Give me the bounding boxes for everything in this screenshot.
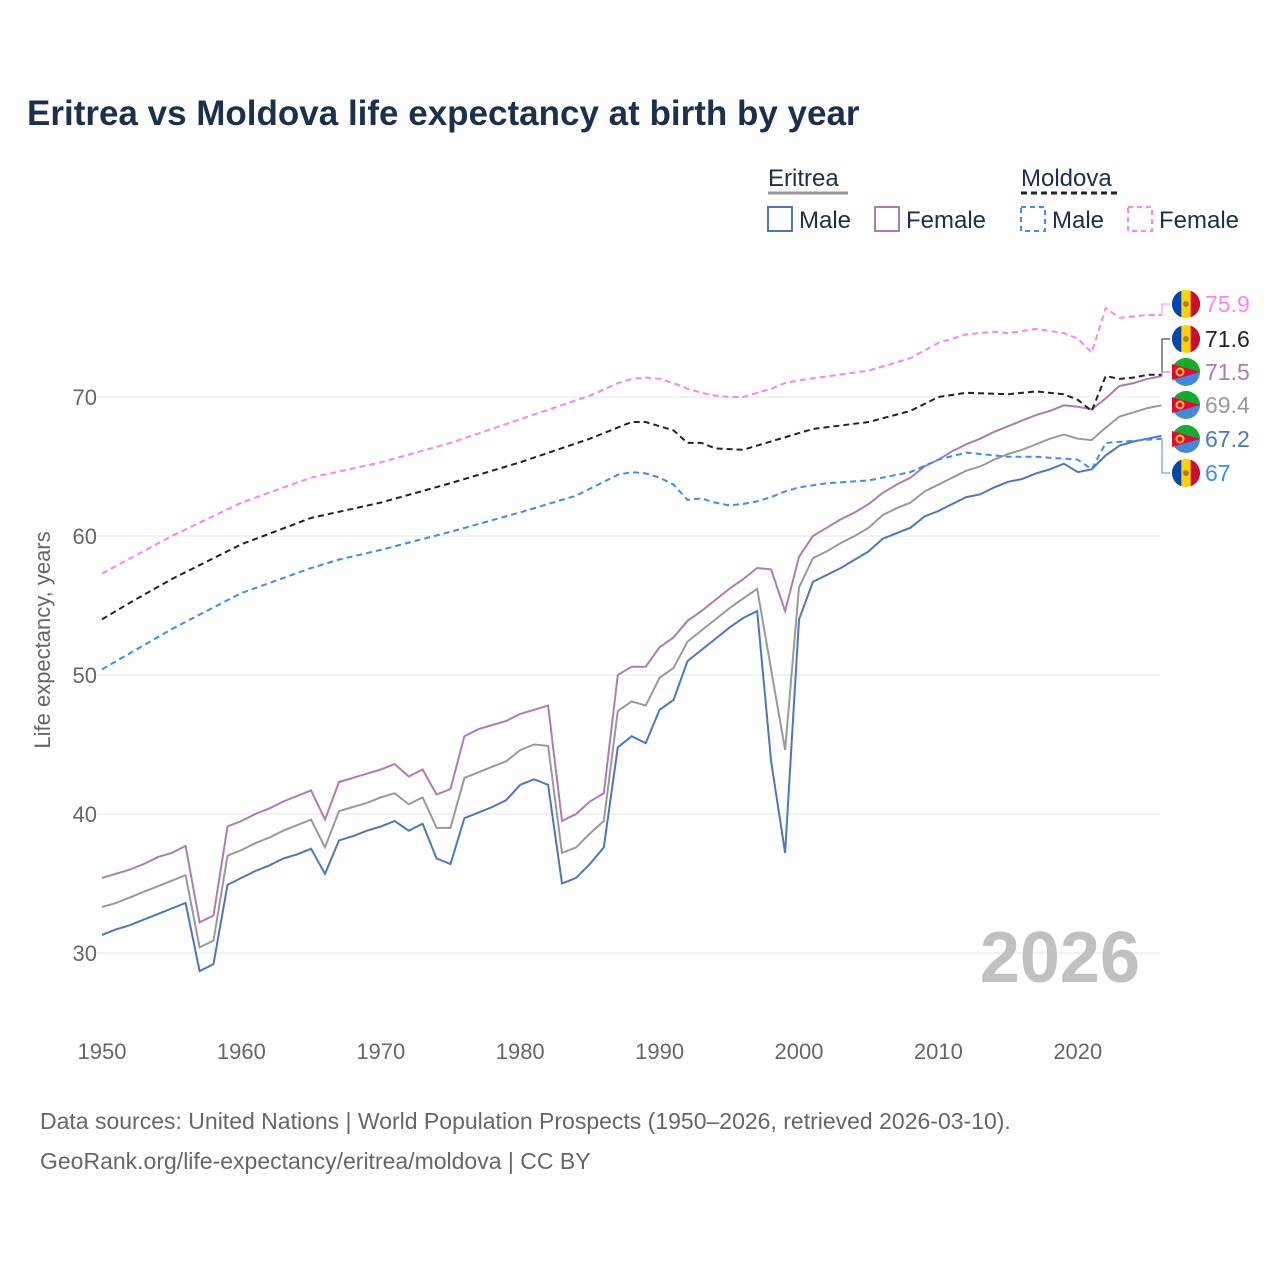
- moldova-flag-blue: [1171, 459, 1182, 487]
- series-line-md_female: [101, 306, 1162, 575]
- legend-swatch: [767, 206, 793, 232]
- x-tick-label: 2000: [775, 1039, 824, 1064]
- eritrea-flag-emblem: [1175, 434, 1185, 444]
- x-tick-label: 2010: [914, 1039, 963, 1064]
- moldova-flag-blue: [1171, 325, 1182, 353]
- legend-item-male: Male: [799, 207, 851, 234]
- legend-item-male: Male: [1052, 207, 1104, 234]
- x-tick-label: 1990: [635, 1039, 684, 1064]
- y-tick-label: 60: [73, 524, 97, 549]
- end-value-label: 69.4: [1205, 392, 1250, 418]
- end-value-label: 67.2: [1205, 426, 1250, 452]
- series-line-md_male: [101, 437, 1162, 671]
- year-watermark: 2026: [980, 918, 1140, 998]
- legend-group-moldova: Moldova: [1021, 165, 1112, 192]
- eritrea-flag-emblem: [1175, 400, 1185, 410]
- x-tick-label: 1980: [496, 1039, 545, 1064]
- y-tick-label: 70: [73, 385, 97, 410]
- series-line-er_female: [101, 375, 1162, 924]
- x-tick-label: 1950: [78, 1039, 127, 1064]
- moldova-flag-emblem: [1183, 336, 1189, 342]
- legend-group-eritrea: Eritrea: [768, 165, 839, 192]
- label-connector: [1161, 438, 1170, 474]
- moldova-flag-red: [1190, 459, 1201, 487]
- moldova-flag-emblem: [1183, 301, 1189, 307]
- x-tick-label: 1970: [356, 1039, 405, 1064]
- moldova-flag-red: [1190, 290, 1201, 318]
- legend-item-female: Female: [1159, 207, 1239, 234]
- moldova-flag-red: [1190, 325, 1201, 353]
- moldova-flag-blue: [1171, 290, 1182, 318]
- y-axis-label: Life expectancy, years: [30, 531, 55, 748]
- y-tick-label: 40: [73, 802, 97, 827]
- legend-swatch: [874, 206, 900, 232]
- legend-swatch: [1127, 206, 1153, 232]
- label-connector: [1161, 371, 1170, 377]
- chart-title: Eritrea vs Moldova life expectancy at bi…: [27, 94, 860, 133]
- x-tick-label: 1960: [217, 1039, 266, 1064]
- series-line-md_total: [101, 373, 1162, 621]
- series-line-er_male: [101, 434, 1162, 973]
- end-value-label: 71.5: [1205, 359, 1250, 385]
- y-tick-label: 30: [73, 941, 97, 966]
- label-connector: [1161, 338, 1170, 376]
- source-url[interactable]: GeoRank.org/life-expectancy/eritrea/mold…: [40, 1148, 591, 1174]
- end-value-label: 75.9: [1205, 291, 1250, 317]
- label-connector: [1161, 303, 1170, 316]
- end-value-label: 67: [1205, 460, 1231, 486]
- eritrea-flag-emblem: [1175, 367, 1185, 377]
- x-tick-label: 2020: [1053, 1039, 1102, 1064]
- end-value-label: 71.6: [1205, 326, 1250, 352]
- legend-swatch: [1020, 206, 1046, 232]
- source-note: Data sources: United Nations | World Pop…: [40, 1108, 1011, 1134]
- legend-item-female: Female: [906, 207, 986, 234]
- y-tick-label: 50: [73, 663, 97, 688]
- moldova-flag-emblem: [1183, 470, 1189, 476]
- series-line-er_total: [101, 404, 1162, 949]
